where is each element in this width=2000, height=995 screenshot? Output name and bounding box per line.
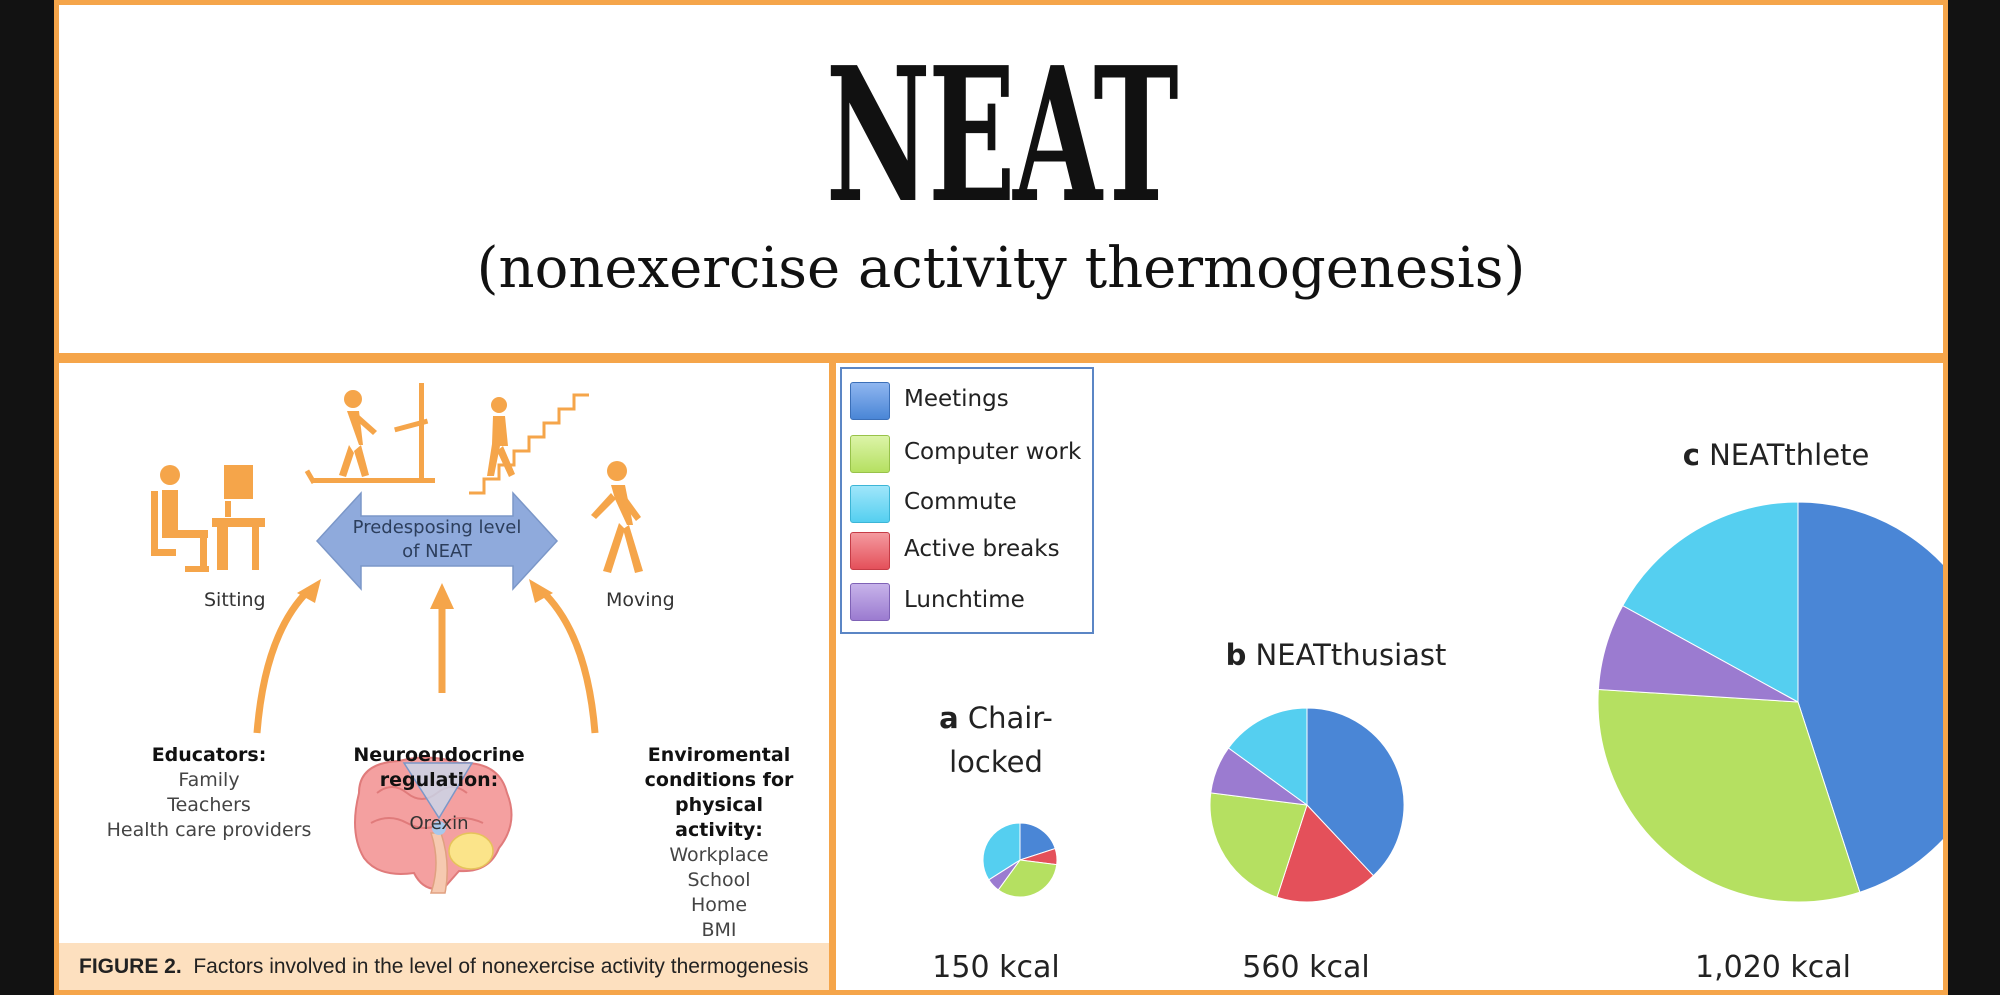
pie-b-total: 560 kcal bbox=[1242, 950, 1370, 985]
environment-item: Workplace bbox=[669, 844, 769, 866]
sitting-person-icon bbox=[151, 465, 265, 572]
figure-panel: Predesposing level of NEAT O bbox=[54, 358, 834, 995]
figure-caption: FIGURE 2. Factors involved in the level … bbox=[59, 943, 829, 990]
pie-charts bbox=[982, 501, 1943, 903]
pie-c-name: NEATthlete bbox=[1709, 438, 1870, 472]
legend-swatch bbox=[850, 485, 890, 523]
pie-b-slice-commute bbox=[1227, 707, 1308, 806]
pie-a-letter: a bbox=[939, 701, 959, 735]
pie-a-total: 150 kcal bbox=[932, 950, 1060, 985]
pie-b-name: NEATthusiast bbox=[1255, 638, 1447, 672]
environment-heading-line: Enviromental bbox=[647, 744, 791, 766]
pie-c-letter: c bbox=[1682, 438, 1700, 472]
pie-c-slice-computer-work bbox=[1597, 688, 1861, 903]
educators-item: Family bbox=[178, 769, 240, 791]
orexin-label: Orexin bbox=[410, 813, 469, 834]
pie-a-slice-commute bbox=[982, 822, 1021, 881]
treadmill-walking-icon bbox=[304, 383, 435, 485]
pie-c-slice-commute bbox=[1622, 501, 1799, 703]
pie-b-slice-meetings bbox=[1306, 707, 1405, 877]
brain-illustration bbox=[354, 756, 513, 894]
neuro-heading-line: Neuroendocrine bbox=[353, 744, 525, 766]
pie-a-name-line: locked bbox=[949, 745, 1043, 779]
environment-heading-line: physical activity: bbox=[675, 794, 763, 841]
legend-label: Lunchtime bbox=[904, 587, 1025, 613]
legend-swatch bbox=[850, 583, 890, 621]
caption-text: Factors involved in the level of nonexer… bbox=[193, 955, 809, 978]
legend-label: Active breaks bbox=[904, 536, 1060, 562]
educators-item: Health care providers bbox=[106, 819, 312, 841]
pie-chart-panel: Meetings Computer work Commute Active br… bbox=[831, 358, 1948, 995]
legend-label: Meetings bbox=[904, 386, 1009, 412]
legend-swatch bbox=[850, 382, 890, 420]
title: NEAT bbox=[825, 26, 1179, 244]
svg-text:of NEAT: of NEAT bbox=[402, 541, 473, 562]
subtitle: (nonexercise activity thermogenesis) bbox=[476, 236, 1526, 301]
svg-text:Predesposing level: Predesposing level bbox=[353, 517, 522, 538]
stairs-climbing-icon bbox=[469, 393, 589, 495]
caption-label: FIGURE 2. bbox=[79, 955, 182, 978]
pie-c-slice-meetings bbox=[1797, 501, 1943, 893]
pie-c-total: 1,020 kcal bbox=[1694, 950, 1851, 985]
pie-b-title: b NEATthusiast bbox=[1206, 633, 1466, 677]
slide: NEAT (nonexercise activity thermogenesis… bbox=[54, 0, 1948, 995]
influence-arrows bbox=[253, 587, 599, 734]
pie-a-slice-meetings bbox=[1019, 822, 1056, 861]
educators-group: Educators: Family Teachers Health care p… bbox=[99, 743, 319, 843]
title-panel: NEAT (nonexercise activity thermogenesis… bbox=[54, 0, 1948, 358]
sitting-label: Sitting bbox=[204, 589, 266, 611]
pie-a-name-line: Chair- bbox=[967, 701, 1053, 735]
educators-heading: Educators: bbox=[151, 744, 267, 766]
environment-item: BMI bbox=[701, 919, 737, 941]
neuro-heading-line: regulation: bbox=[379, 769, 499, 791]
legend-label: Commute bbox=[904, 489, 1017, 515]
pie-c-title: c NEATthlete bbox=[1646, 433, 1906, 477]
pie-b-slice-active-breaks bbox=[1276, 804, 1375, 903]
environment-group: Enviromental conditions for physical act… bbox=[629, 743, 809, 943]
environment-heading-line: conditions for bbox=[644, 769, 794, 791]
pie-b-slice-computer-work bbox=[1209, 792, 1308, 898]
moving-label: Moving bbox=[606, 589, 675, 611]
pie-a-title: a Chair-locked bbox=[926, 696, 1066, 784]
environment-item: School bbox=[687, 869, 751, 891]
arrow-heads bbox=[297, 579, 553, 609]
legend-swatch bbox=[850, 435, 890, 473]
legend-label: Computer work bbox=[904, 439, 1082, 465]
figure-illustration: Predesposing level of NEAT O bbox=[151, 383, 643, 894]
legend-swatch bbox=[850, 532, 890, 570]
walking-person-icon bbox=[591, 461, 643, 573]
educators-item: Teachers bbox=[167, 794, 251, 816]
chart-legend: Meetings Computer work Commute Active br… bbox=[840, 367, 1094, 634]
pie-b-letter: b bbox=[1225, 638, 1247, 672]
environment-item: Home bbox=[690, 894, 748, 916]
neat-level-arrow: Predesposing level of NEAT bbox=[315, 491, 559, 591]
neuro-group: Neuroendocrine regulation: bbox=[349, 743, 529, 793]
pie-a-slice-computer-work bbox=[997, 859, 1058, 898]
